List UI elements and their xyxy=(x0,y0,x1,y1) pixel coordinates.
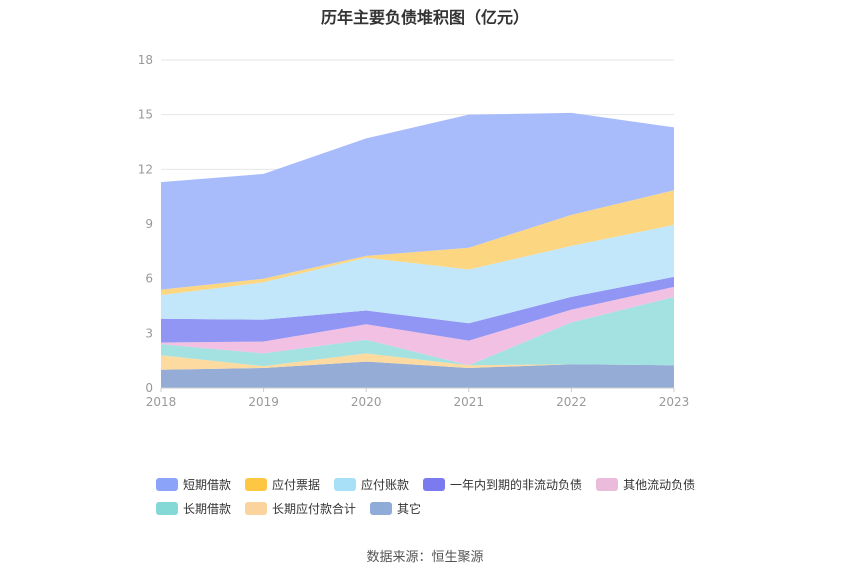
legend-swatch xyxy=(370,501,393,515)
legend-item-short-term-loans[interactable]: 短期借款 xyxy=(156,476,231,493)
chart-legend: 短期借款 应付票据 应付账款 一年内到期的非流动负债 其他流动负债 长期借款 长… xyxy=(156,472,756,520)
area-series xyxy=(161,190,674,296)
legend-label: 应付票据 xyxy=(272,477,321,492)
legend-item-notes-payable[interactable]: 应付票据 xyxy=(245,476,320,493)
legend-label: 长期应付款合计 xyxy=(272,501,357,516)
y-tick-label: 15 xyxy=(138,108,153,122)
area-series xyxy=(161,353,674,370)
area-series xyxy=(161,361,674,388)
y-tick-label: 3 xyxy=(145,326,153,340)
y-tick-label: 9 xyxy=(145,217,153,231)
y-tick-label: 18 xyxy=(138,53,153,67)
area-series xyxy=(161,224,674,324)
legend-label: 应付账款 xyxy=(361,477,410,492)
legend-swatch xyxy=(156,477,178,491)
x-tick-label: 2019 xyxy=(248,395,279,409)
legend-label: 一年内到期的非流动负债 xyxy=(450,477,583,492)
legend-row-1: 短期借款 应付票据 应付账款 一年内到期的非流动负债 其他流动负债 xyxy=(156,472,756,496)
legend-item-other[interactable]: 其它 xyxy=(370,500,421,517)
legend-row-2: 长期借款 长期应付款合计 其它 xyxy=(156,496,756,520)
legend-item-current-portion-noncurrent[interactable]: 一年内到期的非流动负债 xyxy=(423,476,582,493)
stacked-area-chart: 0 3 6 9 12 15 18 2018 2019 2020 2021 2022 2023 xyxy=(138,53,690,409)
legend-swatch xyxy=(156,501,178,515)
legend-swatch xyxy=(245,501,268,515)
legend-label: 短期借款 xyxy=(183,477,232,492)
data-source: 数据来源：恒生聚源 xyxy=(366,550,484,565)
chart-title: 历年主要负债堆积图（亿元） xyxy=(320,8,529,27)
y-tick-label: 12 xyxy=(138,162,153,176)
y-tick-label: 0 xyxy=(145,381,153,395)
legend-swatch xyxy=(334,477,357,491)
x-tick-label: 2021 xyxy=(454,395,485,409)
area-series xyxy=(161,112,674,290)
area-series xyxy=(161,276,674,343)
legend-label: 长期借款 xyxy=(183,501,232,516)
x-tick-label: 2022 xyxy=(556,395,587,409)
legend-item-long-term-loans[interactable]: 长期借款 xyxy=(156,500,231,517)
legend-item-long-term-payables[interactable]: 长期应付款合计 xyxy=(245,500,356,517)
legend-swatch xyxy=(596,477,619,491)
y-tick-label: 6 xyxy=(145,272,153,286)
legend-label: 其他流动负债 xyxy=(623,477,696,492)
x-tick-label: 2020 xyxy=(351,395,382,409)
legend-swatch xyxy=(423,477,446,491)
area-series xyxy=(161,286,674,366)
legend-item-other-current-liabilities[interactable]: 其他流动负债 xyxy=(596,476,695,493)
legend-swatch xyxy=(245,477,268,491)
legend-item-accounts-payable[interactable]: 应付账款 xyxy=(334,476,409,493)
x-tick-label: 2018 xyxy=(146,395,177,409)
x-tick-label: 2023 xyxy=(659,395,690,409)
legend-label: 其它 xyxy=(397,501,422,516)
area-series xyxy=(161,296,674,367)
